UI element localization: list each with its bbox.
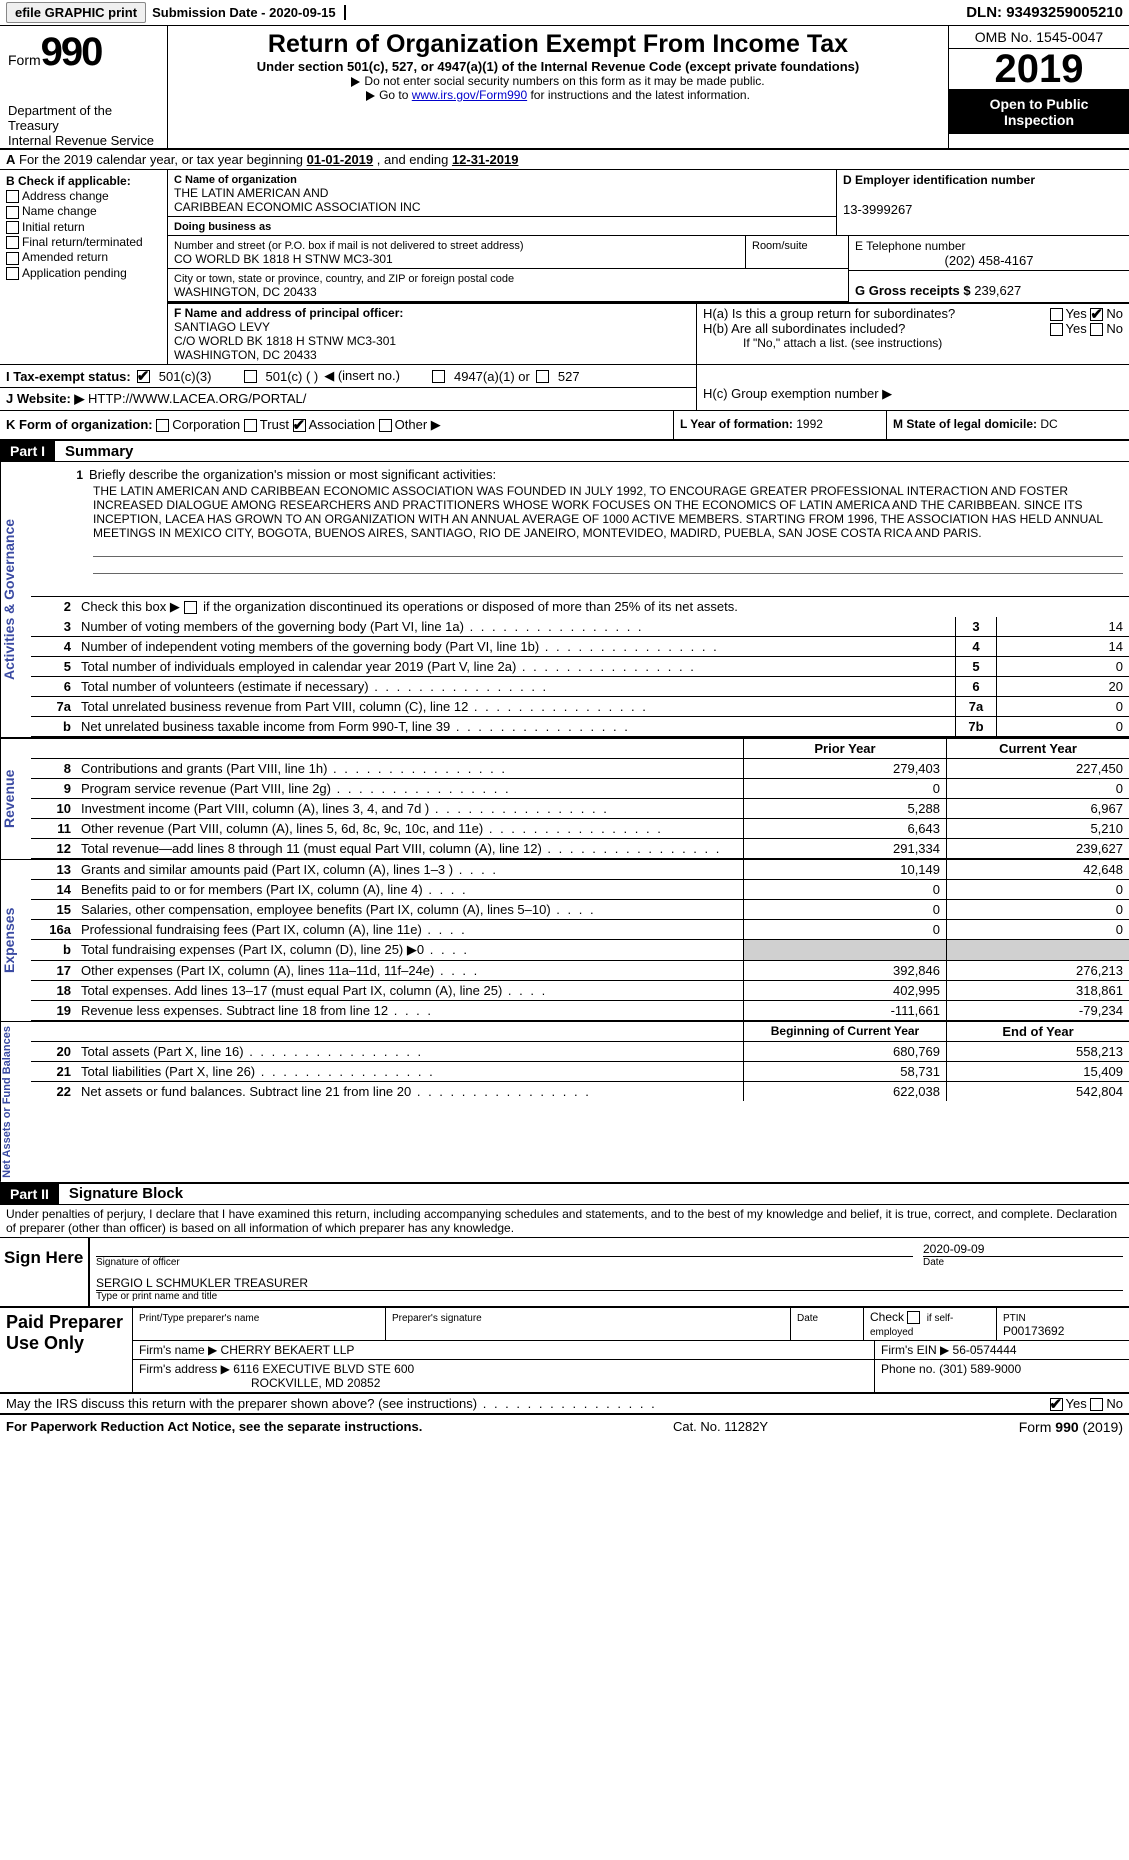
table-row: 4 Number of independent voting members o…	[31, 637, 1129, 657]
vtab-net-assets: Net Assets or Fund Balances	[0, 1022, 31, 1182]
cb-application-pending[interactable]: Application pending	[6, 266, 161, 280]
cb-discontinued[interactable]	[184, 601, 197, 614]
submission-date-label: Submission Date - 2020-09-15	[152, 5, 346, 20]
ha-yes[interactable]	[1050, 308, 1063, 321]
vtab-revenue: Revenue	[0, 739, 31, 859]
efile-print-button[interactable]: efile GRAPHIC print	[6, 2, 146, 23]
mission-block: 1Briefly describe the organization's mis…	[31, 462, 1129, 597]
open-to-public: Open to Public Inspection	[949, 90, 1129, 134]
ein: D Employer identification number 13-3999…	[837, 170, 1129, 236]
table-row: 16a Professional fundraising fees (Part …	[31, 920, 1129, 940]
row-header-revenue: Prior Year Current Year	[31, 739, 1129, 759]
tax-year: 2019	[949, 49, 1129, 90]
cb-initial-return[interactable]: Initial return	[6, 220, 161, 234]
omb-number: OMB No. 1545-0047	[949, 26, 1129, 49]
expenses-section: Expenses 13 Grants and similar amounts p…	[0, 860, 1129, 1021]
section-b-checkboxes: B Check if applicable: Address change Na…	[0, 170, 168, 364]
cb-final-return[interactable]: Final return/terminated	[6, 235, 161, 249]
table-row: 19 Revenue less expenses. Subtract line …	[31, 1001, 1129, 1021]
form-subtitle: Under section 501(c), 527, or 4947(a)(1)…	[176, 59, 940, 74]
room-suite: Room/suite	[746, 236, 849, 269]
table-row: 13 Grants and similar amounts paid (Part…	[31, 860, 1129, 880]
table-row: 12 Total revenue—add lines 8 through 11 …	[31, 839, 1129, 859]
goto-link-line: Go to www.irs.gov/Form990 for instructio…	[176, 88, 940, 102]
table-row: 5 Total number of individuals employed i…	[31, 657, 1129, 677]
cb-501c[interactable]	[244, 370, 257, 383]
vtab-expenses: Expenses	[0, 860, 31, 1021]
klm-row: K Form of organization: Corporation Trus…	[0, 411, 1129, 441]
irs-link[interactable]: www.irs.gov/Form990	[412, 88, 527, 102]
discuss-with-preparer: May the IRS discuss this return with the…	[0, 1394, 1129, 1415]
cb-trust[interactable]	[244, 419, 257, 432]
cb-self-employed[interactable]	[907, 1311, 920, 1324]
net-assets-section: Net Assets or Fund Balances Beginning of…	[0, 1022, 1129, 1184]
cb-4947a1[interactable]	[432, 370, 445, 383]
state-domicile: M State of legal domicile: DC	[887, 411, 1129, 439]
footer: For Paperwork Reduction Act Notice, see …	[0, 1415, 1129, 1439]
org-name: C Name of organization THE LATIN AMERICA…	[168, 170, 837, 217]
table-row: 6 Total number of volunteers (estimate i…	[31, 677, 1129, 697]
cb-other[interactable]	[379, 419, 392, 432]
year-formation: L Year of formation: 1992	[674, 411, 887, 439]
form-header: Form 990 Department of the Treasury Inte…	[0, 26, 1129, 150]
table-row: 8 Contributions and grants (Part VIII, l…	[31, 759, 1129, 779]
paid-preparer-row: Paid Preparer Use Only Print/Type prepar…	[0, 1308, 1129, 1394]
hb-yes[interactable]	[1050, 323, 1063, 336]
hb-no[interactable]	[1090, 323, 1103, 336]
vtab-activities: Activities & Governance	[0, 462, 31, 737]
table-row: 21 Total liabilities (Part X, line 26) 5…	[31, 1062, 1129, 1082]
part2-header: Part II Signature Block	[0, 1184, 1129, 1205]
table-row: 11 Other revenue (Part VIII, column (A),…	[31, 819, 1129, 839]
cb-corp[interactable]	[156, 419, 169, 432]
cb-501c3[interactable]	[137, 370, 150, 383]
table-row: 22 Net assets or fund balances. Subtract…	[31, 1082, 1129, 1101]
group-exemption: H(c) Group exemption number ▶	[696, 365, 1129, 410]
form-number: Form 990	[8, 30, 163, 75]
row-a-tax-year: A For the 2019 calendar year, or tax yea…	[0, 150, 1129, 170]
table-row: 17 Other expenses (Part IX, column (A), …	[31, 961, 1129, 981]
form-title: Return of Organization Exempt From Incom…	[176, 30, 940, 59]
gross-receipts: G Gross receipts $ 239,627	[849, 271, 1129, 300]
identification-block: B Check if applicable: Address change Na…	[0, 170, 1129, 365]
telephone: E Telephone number (202) 458-4167	[849, 236, 1129, 271]
row-header-netassets: Beginning of Current Year End of Year	[31, 1022, 1129, 1042]
tax-exempt-status: I Tax-exempt status: 501(c)(3) 501(c) ( …	[0, 365, 696, 388]
principal-officer: F Name and address of principal officer:…	[168, 304, 697, 364]
table-row: 20 Total assets (Part X, line 16) 680,76…	[31, 1042, 1129, 1062]
perjury-declaration: Under penalties of perjury, I declare th…	[0, 1205, 1129, 1238]
cb-amended-return[interactable]: Amended return	[6, 250, 161, 264]
table-row: 14 Benefits paid to or for members (Part…	[31, 880, 1129, 900]
cb-name-change[interactable]: Name change	[6, 204, 161, 218]
sign-here-row: Sign Here Signature of officer 2020-09-0…	[0, 1238, 1129, 1308]
table-row: b Total fundraising expenses (Part IX, c…	[31, 940, 1129, 961]
table-row: 15 Salaries, other compensation, employe…	[31, 900, 1129, 920]
section-h: H(a) Is this a group return for subordin…	[697, 304, 1129, 364]
dept-treasury: Department of the Treasury Internal Reve…	[8, 103, 163, 148]
table-row: 3 Number of voting members of the govern…	[31, 617, 1129, 637]
cb-527[interactable]	[536, 370, 549, 383]
city-state-zip: City or town, state or province, country…	[168, 269, 849, 302]
dba: Doing business as	[168, 217, 837, 236]
dln: DLN: 93493259005210	[966, 4, 1123, 21]
table-row: 9 Program service revenue (Part VIII, li…	[31, 779, 1129, 799]
revenue-section: Revenue Prior Year Current Year 8 Contri…	[0, 739, 1129, 859]
form-of-organization: K Form of organization: Corporation Trus…	[0, 411, 674, 439]
discuss-no[interactable]	[1090, 1398, 1103, 1411]
top-bar: efile GRAPHIC print Submission Date - 20…	[0, 0, 1129, 26]
table-row: 18 Total expenses. Add lines 13–17 (must…	[31, 981, 1129, 1001]
website: J Website: ▶ HTTP://WWW.LACEA.ORG/PORTAL…	[0, 388, 696, 410]
table-row: 10 Investment income (Part VIII, column …	[31, 799, 1129, 819]
line-2: 2 Check this box ▶ if the organization d…	[31, 597, 1129, 617]
table-row: 7a Total unrelated business revenue from…	[31, 697, 1129, 717]
table-row: b Net unrelated business taxable income …	[31, 717, 1129, 737]
cb-address-change[interactable]: Address change	[6, 189, 161, 203]
discuss-yes[interactable]	[1050, 1398, 1063, 1411]
ha-no[interactable]	[1090, 308, 1103, 321]
cb-assoc[interactable]	[293, 419, 306, 432]
ssn-warning: Do not enter social security numbers on …	[176, 74, 940, 88]
activities-governance-section: Activities & Governance 1Briefly describ…	[0, 462, 1129, 737]
part1-header: Part I Summary	[0, 441, 1129, 462]
street-address: Number and street (or P.O. box if mail i…	[168, 236, 746, 269]
